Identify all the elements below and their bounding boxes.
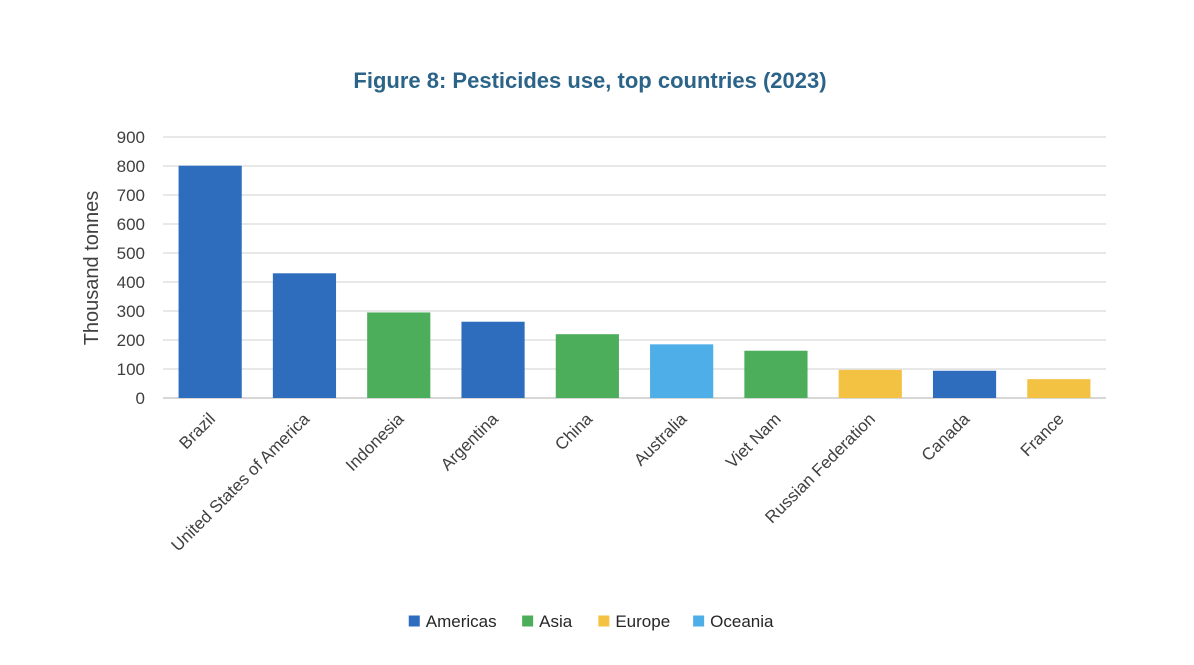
y-tick-label: 700 (117, 186, 145, 205)
y-tick-label: 800 (117, 157, 145, 176)
x-tick-label: Australia (630, 409, 691, 470)
y-tick-label: 200 (117, 331, 145, 350)
legend-label: Asia (539, 612, 573, 631)
x-tick-label: Viet Nam (722, 409, 785, 472)
bars (178, 165, 1091, 398)
y-tick-label: 600 (117, 215, 145, 234)
bar-canada (932, 370, 997, 398)
bar-china (555, 334, 619, 398)
bar-france (1027, 379, 1091, 398)
legend-label: Americas (426, 612, 497, 631)
x-tick-label: China (551, 409, 596, 454)
y-tick-label: 300 (117, 302, 145, 321)
y-axis-label: Thousand tonnes (81, 191, 103, 346)
legend-swatch (693, 615, 705, 627)
legend-swatch (598, 615, 610, 627)
legend-label: Oceania (710, 612, 774, 631)
bar-united-states-of-america (272, 273, 337, 398)
y-axis-ticks: 0 100 200 300 400 500 600 700 800 900 (117, 128, 145, 408)
bar-australia (650, 344, 714, 398)
bar-argentina (461, 321, 525, 398)
y-tick-label: 100 (117, 360, 145, 379)
legend-swatch (522, 615, 534, 627)
y-tick-label: 900 (117, 128, 145, 147)
x-tick-label: Canada (918, 409, 974, 465)
bar-brazil (178, 165, 242, 398)
bar-russian-federation (838, 369, 902, 398)
legend-swatch (408, 615, 420, 627)
legend: Americas Asia Europe Oceania (408, 612, 774, 631)
x-tick-label: France (1017, 409, 1068, 460)
y-tick-label: 500 (117, 244, 145, 263)
x-tick-label: Argentina (437, 409, 502, 474)
legend-label: Europe (615, 612, 670, 631)
x-tick-label: Indonesia (342, 409, 408, 475)
bar-indonesia (367, 312, 431, 398)
bar-viet-nam (744, 350, 808, 398)
y-tick-label: 0 (136, 389, 145, 408)
chart-title: Figure 8: Pesticides use, top countries … (353, 68, 826, 93)
y-tick-label: 400 (117, 273, 145, 292)
x-tick-label: Brazil (175, 409, 218, 452)
